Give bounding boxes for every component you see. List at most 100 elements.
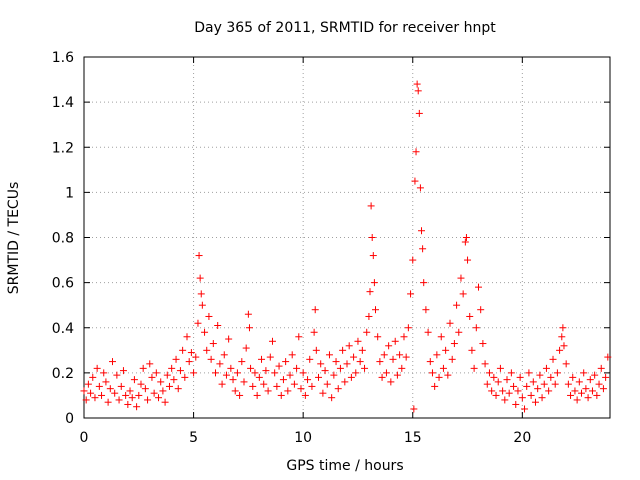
data-point <box>275 362 283 370</box>
data-point <box>181 373 189 381</box>
data-point <box>453 301 461 309</box>
data-point <box>407 290 415 298</box>
data-point <box>231 387 239 395</box>
data-point <box>490 373 498 381</box>
data-point <box>106 385 114 393</box>
data-point <box>387 378 395 386</box>
data-point <box>485 369 493 377</box>
data-point <box>330 371 338 379</box>
data-point <box>311 306 319 314</box>
data-point <box>551 380 559 388</box>
data-point <box>597 364 605 372</box>
data-point <box>518 394 526 402</box>
data-point <box>584 394 592 402</box>
y-grid <box>84 101 610 374</box>
data-point <box>165 382 173 390</box>
data-point <box>268 337 276 345</box>
data-point <box>273 382 281 390</box>
data-point <box>477 306 485 314</box>
data-point <box>172 355 180 363</box>
data-point <box>255 373 263 381</box>
data-point <box>253 391 261 399</box>
data-point <box>249 382 257 390</box>
data-point <box>115 396 123 404</box>
data-point <box>599 385 607 393</box>
data-point <box>299 369 307 377</box>
data-point <box>225 335 233 343</box>
data-point <box>556 346 564 354</box>
data-point <box>227 364 235 372</box>
data-point <box>398 364 406 372</box>
data-point <box>431 382 439 390</box>
data-point <box>525 369 533 377</box>
data-point <box>457 274 465 282</box>
data-point <box>89 373 97 381</box>
x-tick-label: 5 <box>189 430 198 446</box>
data-point <box>536 371 544 379</box>
data-point <box>336 364 344 372</box>
data-point <box>183 333 191 341</box>
data-point <box>295 333 303 341</box>
data-point <box>209 340 217 348</box>
data-point <box>369 252 377 260</box>
data-point <box>325 351 333 359</box>
data-point <box>301 391 309 399</box>
data-point <box>516 373 524 381</box>
data-point <box>382 369 390 377</box>
x-tick-label: 0 <box>80 430 89 446</box>
data-point <box>437 333 445 341</box>
data-point <box>464 256 472 264</box>
data-point <box>124 400 132 408</box>
data-point <box>328 394 336 402</box>
data-point <box>529 378 537 386</box>
data-point <box>402 353 410 361</box>
data-point <box>503 376 511 384</box>
data-point <box>418 227 426 235</box>
data-point <box>542 364 550 372</box>
data-point <box>521 405 529 413</box>
data-point <box>409 256 417 264</box>
data-point <box>499 387 507 395</box>
data-point <box>380 351 388 359</box>
data-point <box>205 312 213 320</box>
data-point <box>187 349 195 357</box>
data-point <box>569 373 577 381</box>
data-point <box>538 394 546 402</box>
data-point <box>102 378 110 386</box>
data-point <box>462 234 470 241</box>
data-point <box>389 355 397 363</box>
data-point <box>459 290 467 298</box>
y-tick-label: 0.6 <box>52 276 74 292</box>
data-point <box>310 328 318 336</box>
data-point <box>523 382 531 390</box>
data-point <box>144 396 152 404</box>
data-point <box>494 378 502 386</box>
data-point <box>157 378 165 386</box>
data-point <box>203 346 211 354</box>
data-point <box>559 324 567 332</box>
data-point <box>233 369 241 377</box>
data-point <box>404 324 412 332</box>
data-point <box>152 369 160 377</box>
data-point <box>578 389 586 397</box>
data-point <box>545 387 553 395</box>
data-point <box>414 87 422 95</box>
data-point <box>356 358 364 366</box>
data-point <box>93 364 101 372</box>
data-point <box>146 360 154 368</box>
data-point <box>238 358 246 366</box>
data-point <box>195 252 203 260</box>
data-point <box>297 385 305 393</box>
data-point <box>483 380 491 388</box>
data-point <box>168 364 176 372</box>
data-point <box>468 346 476 354</box>
data-point <box>315 373 323 381</box>
data-point <box>361 364 369 372</box>
data-point <box>400 333 408 341</box>
data-point <box>419 245 427 253</box>
data-point <box>365 312 373 320</box>
data-point <box>439 364 447 372</box>
data-point <box>560 342 568 350</box>
data-point <box>176 367 184 375</box>
data-point <box>319 389 327 397</box>
